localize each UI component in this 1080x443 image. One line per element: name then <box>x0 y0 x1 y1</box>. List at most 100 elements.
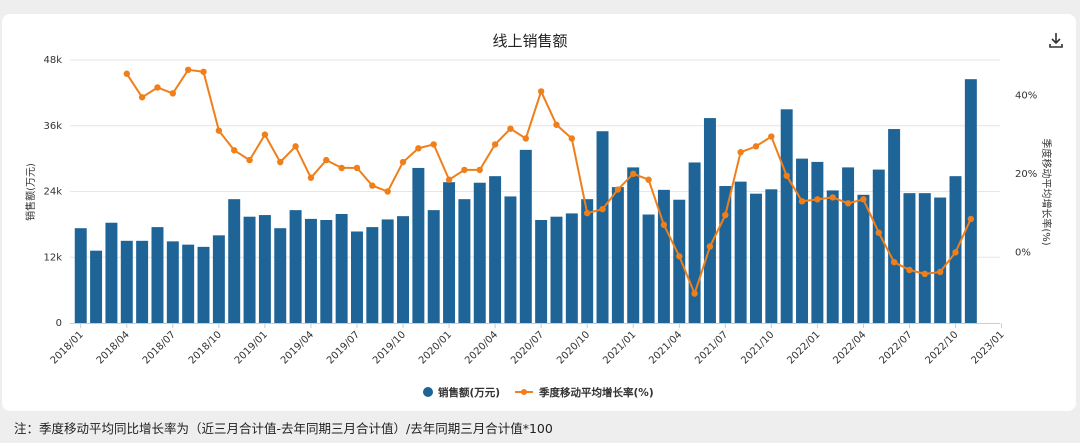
bar[interactable] <box>90 250 103 323</box>
bar[interactable] <box>550 216 563 323</box>
growth-point[interactable] <box>461 166 468 174</box>
growth-point[interactable] <box>860 196 867 203</box>
growth-point[interactable] <box>614 186 622 193</box>
bar[interactable] <box>888 129 901 323</box>
growth-point[interactable] <box>737 149 744 156</box>
download-icon[interactable] <box>1046 30 1066 50</box>
bar[interactable] <box>826 190 839 323</box>
bar[interactable] <box>535 219 548 323</box>
growth-point[interactable] <box>338 164 345 172</box>
growth-point[interactable] <box>844 200 852 207</box>
bar[interactable] <box>243 216 256 323</box>
growth-point[interactable] <box>476 166 483 174</box>
growth-point[interactable] <box>138 94 146 101</box>
growth-point[interactable] <box>660 221 668 229</box>
bar[interactable] <box>811 161 824 323</box>
growth-point[interactable] <box>184 66 192 74</box>
growth-point[interactable] <box>323 156 330 164</box>
bar[interactable] <box>473 182 486 323</box>
bar[interactable] <box>335 213 348 323</box>
growth-point[interactable] <box>906 266 913 274</box>
bar[interactable] <box>381 219 394 323</box>
bar[interactable] <box>596 131 609 323</box>
bar[interactable] <box>750 193 762 323</box>
growth-point[interactable] <box>829 194 836 201</box>
growth-point[interactable] <box>415 145 422 152</box>
growth-point[interactable] <box>430 141 437 148</box>
bar[interactable] <box>427 210 440 323</box>
growth-point[interactable] <box>967 215 975 223</box>
bar[interactable] <box>366 227 379 323</box>
growth-point[interactable] <box>921 270 929 278</box>
bar[interactable] <box>504 196 517 323</box>
bar[interactable] <box>719 186 732 323</box>
growth-point[interactable] <box>752 143 760 150</box>
bar[interactable] <box>734 181 747 323</box>
bar[interactable] <box>934 197 947 323</box>
growth-point[interactable] <box>445 176 453 183</box>
growth-point[interactable] <box>875 229 882 236</box>
growth-point[interactable] <box>507 125 514 132</box>
bar[interactable] <box>489 176 502 323</box>
bar[interactable] <box>857 194 870 323</box>
legend-line-label[interactable]: 季度移动平均增长率(%) <box>538 386 654 399</box>
growth-point[interactable] <box>399 158 407 166</box>
growth-point[interactable] <box>553 121 560 128</box>
growth-point[interactable] <box>522 135 529 142</box>
bar[interactable] <box>688 162 701 323</box>
bar[interactable] <box>228 199 241 323</box>
growth-point[interactable] <box>123 70 130 77</box>
legend-bar-marker[interactable] <box>423 387 433 397</box>
legend-line-dot[interactable] <box>521 389 527 395</box>
growth-point[interactable] <box>936 268 944 276</box>
bar[interactable] <box>842 167 855 323</box>
bar[interactable] <box>611 187 624 323</box>
bar[interactable] <box>166 241 179 323</box>
bar[interactable] <box>765 189 778 323</box>
bar[interactable] <box>74 228 87 323</box>
growth-point[interactable] <box>890 258 898 266</box>
bar[interactable] <box>289 210 302 323</box>
growth-point[interactable] <box>599 205 606 213</box>
bar[interactable] <box>903 193 916 323</box>
bar[interactable] <box>565 213 578 323</box>
growth-point[interactable] <box>691 290 698 297</box>
bar[interactable] <box>412 167 425 323</box>
bar[interactable] <box>258 215 271 323</box>
legend-bar-label[interactable]: 销售额(万元) <box>438 386 500 399</box>
growth-point[interactable] <box>246 156 253 164</box>
bar[interactable] <box>872 169 885 323</box>
growth-point[interactable] <box>384 188 391 195</box>
bar[interactable] <box>105 222 118 323</box>
bar[interactable] <box>397 216 410 323</box>
bar[interactable] <box>136 240 149 323</box>
bar[interactable] <box>212 235 225 323</box>
growth-point[interactable] <box>568 135 576 142</box>
growth-point[interactable] <box>583 209 591 217</box>
bar[interactable] <box>197 246 210 323</box>
growth-point[interactable] <box>768 133 775 140</box>
bar[interactable] <box>350 231 363 323</box>
growth-point[interactable] <box>491 141 499 148</box>
bar[interactable] <box>581 199 594 323</box>
bar[interactable] <box>796 158 809 323</box>
growth-point[interactable] <box>277 158 284 166</box>
bar[interactable] <box>673 199 686 323</box>
bar[interactable] <box>458 199 471 323</box>
bar[interactable] <box>642 214 655 323</box>
bar[interactable] <box>274 228 287 323</box>
bar[interactable] <box>703 118 716 324</box>
growth-point[interactable] <box>537 88 545 95</box>
growth-point[interactable] <box>261 131 269 138</box>
growth-point[interactable] <box>215 127 223 134</box>
growth-point[interactable] <box>353 164 361 172</box>
growth-point[interactable] <box>169 90 177 97</box>
growth-point[interactable] <box>783 172 790 179</box>
bar[interactable] <box>780 109 793 323</box>
bar[interactable] <box>519 149 532 323</box>
growth-point[interactable] <box>369 182 376 189</box>
growth-point[interactable] <box>307 174 315 181</box>
growth-point[interactable] <box>231 147 238 154</box>
growth-point[interactable] <box>154 84 161 91</box>
bar[interactable] <box>443 182 456 323</box>
